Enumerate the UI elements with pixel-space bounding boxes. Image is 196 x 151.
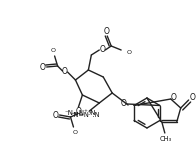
Text: O: O: [103, 27, 109, 37]
Text: O: O: [40, 63, 46, 72]
Text: O: O: [190, 93, 196, 103]
Text: O: O: [73, 130, 78, 135]
Text: O: O: [53, 111, 59, 119]
Text: O: O: [171, 93, 177, 103]
Text: ⁻N=N⁺:N: ⁻N=N⁺:N: [71, 112, 100, 118]
Text: ⁻N=N⁺:N: ⁻N=N⁺:N: [65, 110, 96, 116]
Text: O: O: [127, 50, 132, 55]
Text: O: O: [75, 108, 81, 117]
Text: CH₃: CH₃: [160, 136, 172, 142]
Text: O: O: [51, 48, 56, 53]
Text: O: O: [62, 66, 67, 76]
Text: O: O: [99, 45, 105, 55]
Text: O: O: [120, 100, 126, 109]
